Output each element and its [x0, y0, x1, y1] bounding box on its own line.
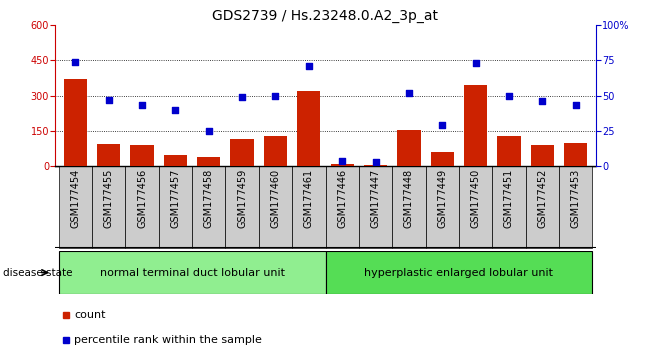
Bar — [159, 166, 192, 248]
Bar — [64, 79, 87, 166]
Bar — [459, 166, 492, 248]
Bar — [364, 165, 387, 166]
Text: GSM177446: GSM177446 — [337, 169, 347, 228]
Bar — [230, 139, 254, 166]
Bar — [225, 166, 259, 248]
Bar — [559, 166, 592, 248]
Text: GSM177451: GSM177451 — [504, 169, 514, 228]
Text: GSM177447: GSM177447 — [370, 169, 381, 228]
Bar — [525, 166, 559, 248]
Bar — [292, 166, 326, 248]
Bar — [97, 144, 120, 166]
Text: GSM177457: GSM177457 — [171, 169, 180, 228]
Bar — [130, 145, 154, 166]
Text: hyperplastic enlarged lobular unit: hyperplastic enlarged lobular unit — [365, 268, 553, 278]
Text: GSM177453: GSM177453 — [571, 169, 581, 228]
Point — [104, 97, 114, 103]
Bar — [192, 166, 225, 248]
Bar — [164, 155, 187, 166]
Text: GSM177456: GSM177456 — [137, 169, 147, 228]
Text: GSM177460: GSM177460 — [270, 169, 281, 228]
Bar — [297, 91, 320, 166]
Text: GSM177461: GSM177461 — [304, 169, 314, 228]
Bar — [392, 166, 426, 248]
Bar — [497, 136, 521, 166]
Bar — [326, 166, 359, 248]
Point — [303, 63, 314, 69]
Point — [471, 60, 481, 66]
Bar — [492, 166, 525, 248]
Bar — [59, 166, 92, 248]
Text: GSM177452: GSM177452 — [537, 169, 547, 228]
Point — [504, 93, 514, 98]
Text: GSM177459: GSM177459 — [237, 169, 247, 228]
Point — [237, 94, 247, 100]
Point — [70, 59, 81, 64]
Text: GSM177448: GSM177448 — [404, 169, 414, 228]
Text: normal terminal duct lobular unit: normal terminal duct lobular unit — [100, 268, 284, 278]
Text: count: count — [74, 310, 105, 320]
Bar — [326, 251, 592, 294]
Bar — [397, 130, 421, 166]
Bar — [197, 157, 221, 166]
Text: GSM177458: GSM177458 — [204, 169, 214, 228]
Text: GDS2739 / Hs.23248.0.A2_3p_at: GDS2739 / Hs.23248.0.A2_3p_at — [212, 9, 439, 23]
Bar — [92, 166, 126, 248]
Bar — [126, 166, 159, 248]
Point — [204, 128, 214, 134]
Bar — [359, 166, 392, 248]
Bar — [564, 143, 587, 166]
Point — [137, 103, 147, 108]
Bar — [464, 85, 487, 166]
Text: GSM177455: GSM177455 — [104, 169, 114, 228]
Bar — [430, 152, 454, 166]
Point — [537, 98, 547, 104]
Text: disease state: disease state — [3, 268, 73, 278]
Text: GSM177454: GSM177454 — [70, 169, 80, 228]
Bar — [531, 145, 554, 166]
Point — [270, 93, 281, 98]
Point — [370, 159, 381, 165]
Bar — [331, 164, 354, 166]
Bar — [259, 166, 292, 248]
Text: percentile rank within the sample: percentile rank within the sample — [74, 335, 262, 344]
Point — [404, 90, 414, 96]
Bar — [264, 136, 287, 166]
Text: GSM177450: GSM177450 — [471, 169, 480, 228]
Point — [170, 107, 180, 113]
Point — [570, 103, 581, 108]
Bar — [59, 251, 326, 294]
Bar — [426, 166, 459, 248]
Point — [337, 158, 348, 164]
Point — [437, 122, 447, 128]
Text: GSM177449: GSM177449 — [437, 169, 447, 228]
